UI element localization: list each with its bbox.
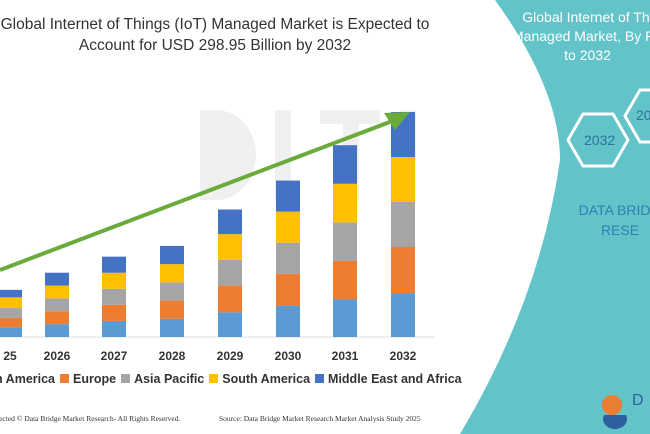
- bar-segment: [218, 285, 242, 313]
- bar-segment: [160, 282, 184, 301]
- panel-title-line: Global Internet of Thi: [522, 9, 650, 25]
- legend-item: Europe: [55, 372, 116, 386]
- bar-segment: [276, 305, 300, 337]
- bar-segment: [218, 312, 242, 337]
- bar-segment: [0, 308, 22, 318]
- legend-swatch: [60, 374, 70, 383]
- legend-item: Asia Pacific: [116, 372, 204, 386]
- bar-segment: [391, 293, 415, 337]
- hex-shape: [566, 112, 630, 168]
- chart-title: Global Internet of Things (IoT) Managed …: [0, 14, 440, 56]
- panel-title-line: Managed Market, By Re: [512, 28, 650, 44]
- x-tick-label: 2028: [159, 349, 186, 363]
- x-tick-label: 2030: [275, 349, 302, 363]
- x-tick-label: 2027: [101, 349, 128, 363]
- bar-segment: [102, 320, 126, 337]
- bar-segment: [160, 318, 184, 337]
- bar-segment: [276, 180, 300, 212]
- bar-segment: [218, 209, 242, 235]
- bar-segment: [45, 311, 69, 325]
- logo-text: D: [632, 392, 644, 409]
- panel-title-line: to 2032: [564, 47, 611, 63]
- bar-segment: [218, 259, 242, 286]
- bar-segment: [45, 285, 69, 299]
- legend-swatch: [209, 374, 219, 383]
- bar-segment: [276, 242, 300, 274]
- bar-segment: [333, 145, 357, 184]
- legend-item: South America: [204, 372, 310, 386]
- legend-label: Europe: [73, 372, 117, 386]
- legend-item: rth America: [0, 372, 55, 386]
- growth-arrow: [0, 118, 396, 272]
- legend-label: Middle East and Africa: [328, 372, 462, 386]
- source: Source: Data Bridge Market Research Mark…: [219, 414, 421, 423]
- bar-segment: [45, 324, 69, 337]
- bar-segment: [102, 256, 126, 273]
- bar-segment: [333, 299, 357, 337]
- x-tick-label: 2029: [217, 349, 244, 363]
- hex-shape: [623, 88, 650, 144]
- legend-label: South America: [222, 372, 311, 386]
- hex-label: 20: [636, 107, 650, 123]
- bar-segment: [160, 264, 184, 283]
- title-line: Account for USD 298.95 Billion by 2032: [78, 37, 352, 54]
- arrow-head: [384, 112, 410, 130]
- brand-line: DATA BRIDG: [578, 202, 650, 218]
- brand-line: RESE: [600, 222, 640, 238]
- panel-title: Global Internet of Thi Managed Market, By…: [500, 8, 650, 65]
- legend-label: rth America: [0, 372, 56, 386]
- copyright: tected © Data Bridge Market Research- Al…: [0, 414, 181, 423]
- legend-item: Middle East and Africa: [310, 372, 462, 386]
- bar-segment: [391, 157, 415, 202]
- bar-segment: [0, 317, 22, 328]
- bar-segment: [102, 288, 126, 305]
- legend: rth America Europe Asia Pacific South Ameri…: [0, 372, 462, 386]
- bar-segment: [45, 272, 69, 286]
- logo: [602, 395, 627, 429]
- brand-text: DATA BRIDG RESE: [560, 200, 650, 240]
- bar-segment: [333, 183, 357, 223]
- bar-segment: [276, 273, 300, 306]
- legend-swatch: [121, 374, 131, 383]
- bar-segment: [102, 272, 126, 289]
- bar-segment: [0, 289, 22, 298]
- bar-segment: [276, 211, 300, 243]
- teal-panel: [460, 0, 650, 434]
- bar-segment: [0, 297, 22, 309]
- x-tick-label: 2026: [44, 349, 71, 363]
- bar-segment: [160, 245, 184, 265]
- bar-segment: [0, 327, 22, 337]
- x-tick-label: 25: [3, 349, 17, 363]
- x-tick-label: 2032: [390, 349, 417, 363]
- title-line: Global Internet of Things (IoT) Managed …: [0, 16, 430, 33]
- bar-segment: [160, 300, 184, 319]
- bar-segment: [391, 247, 415, 294]
- legend-label: Asia Pacific: [134, 372, 205, 386]
- x-tick-label: 2031: [332, 349, 359, 363]
- bar-segment: [333, 260, 357, 300]
- bar-segment: [218, 234, 242, 260]
- bar-segment: [333, 222, 357, 261]
- bar-segment: [102, 304, 126, 321]
- bar-segment: [45, 298, 69, 312]
- bar-segment: [391, 202, 415, 247]
- hex-label: 2032: [584, 132, 616, 148]
- legend-swatch: [315, 374, 325, 383]
